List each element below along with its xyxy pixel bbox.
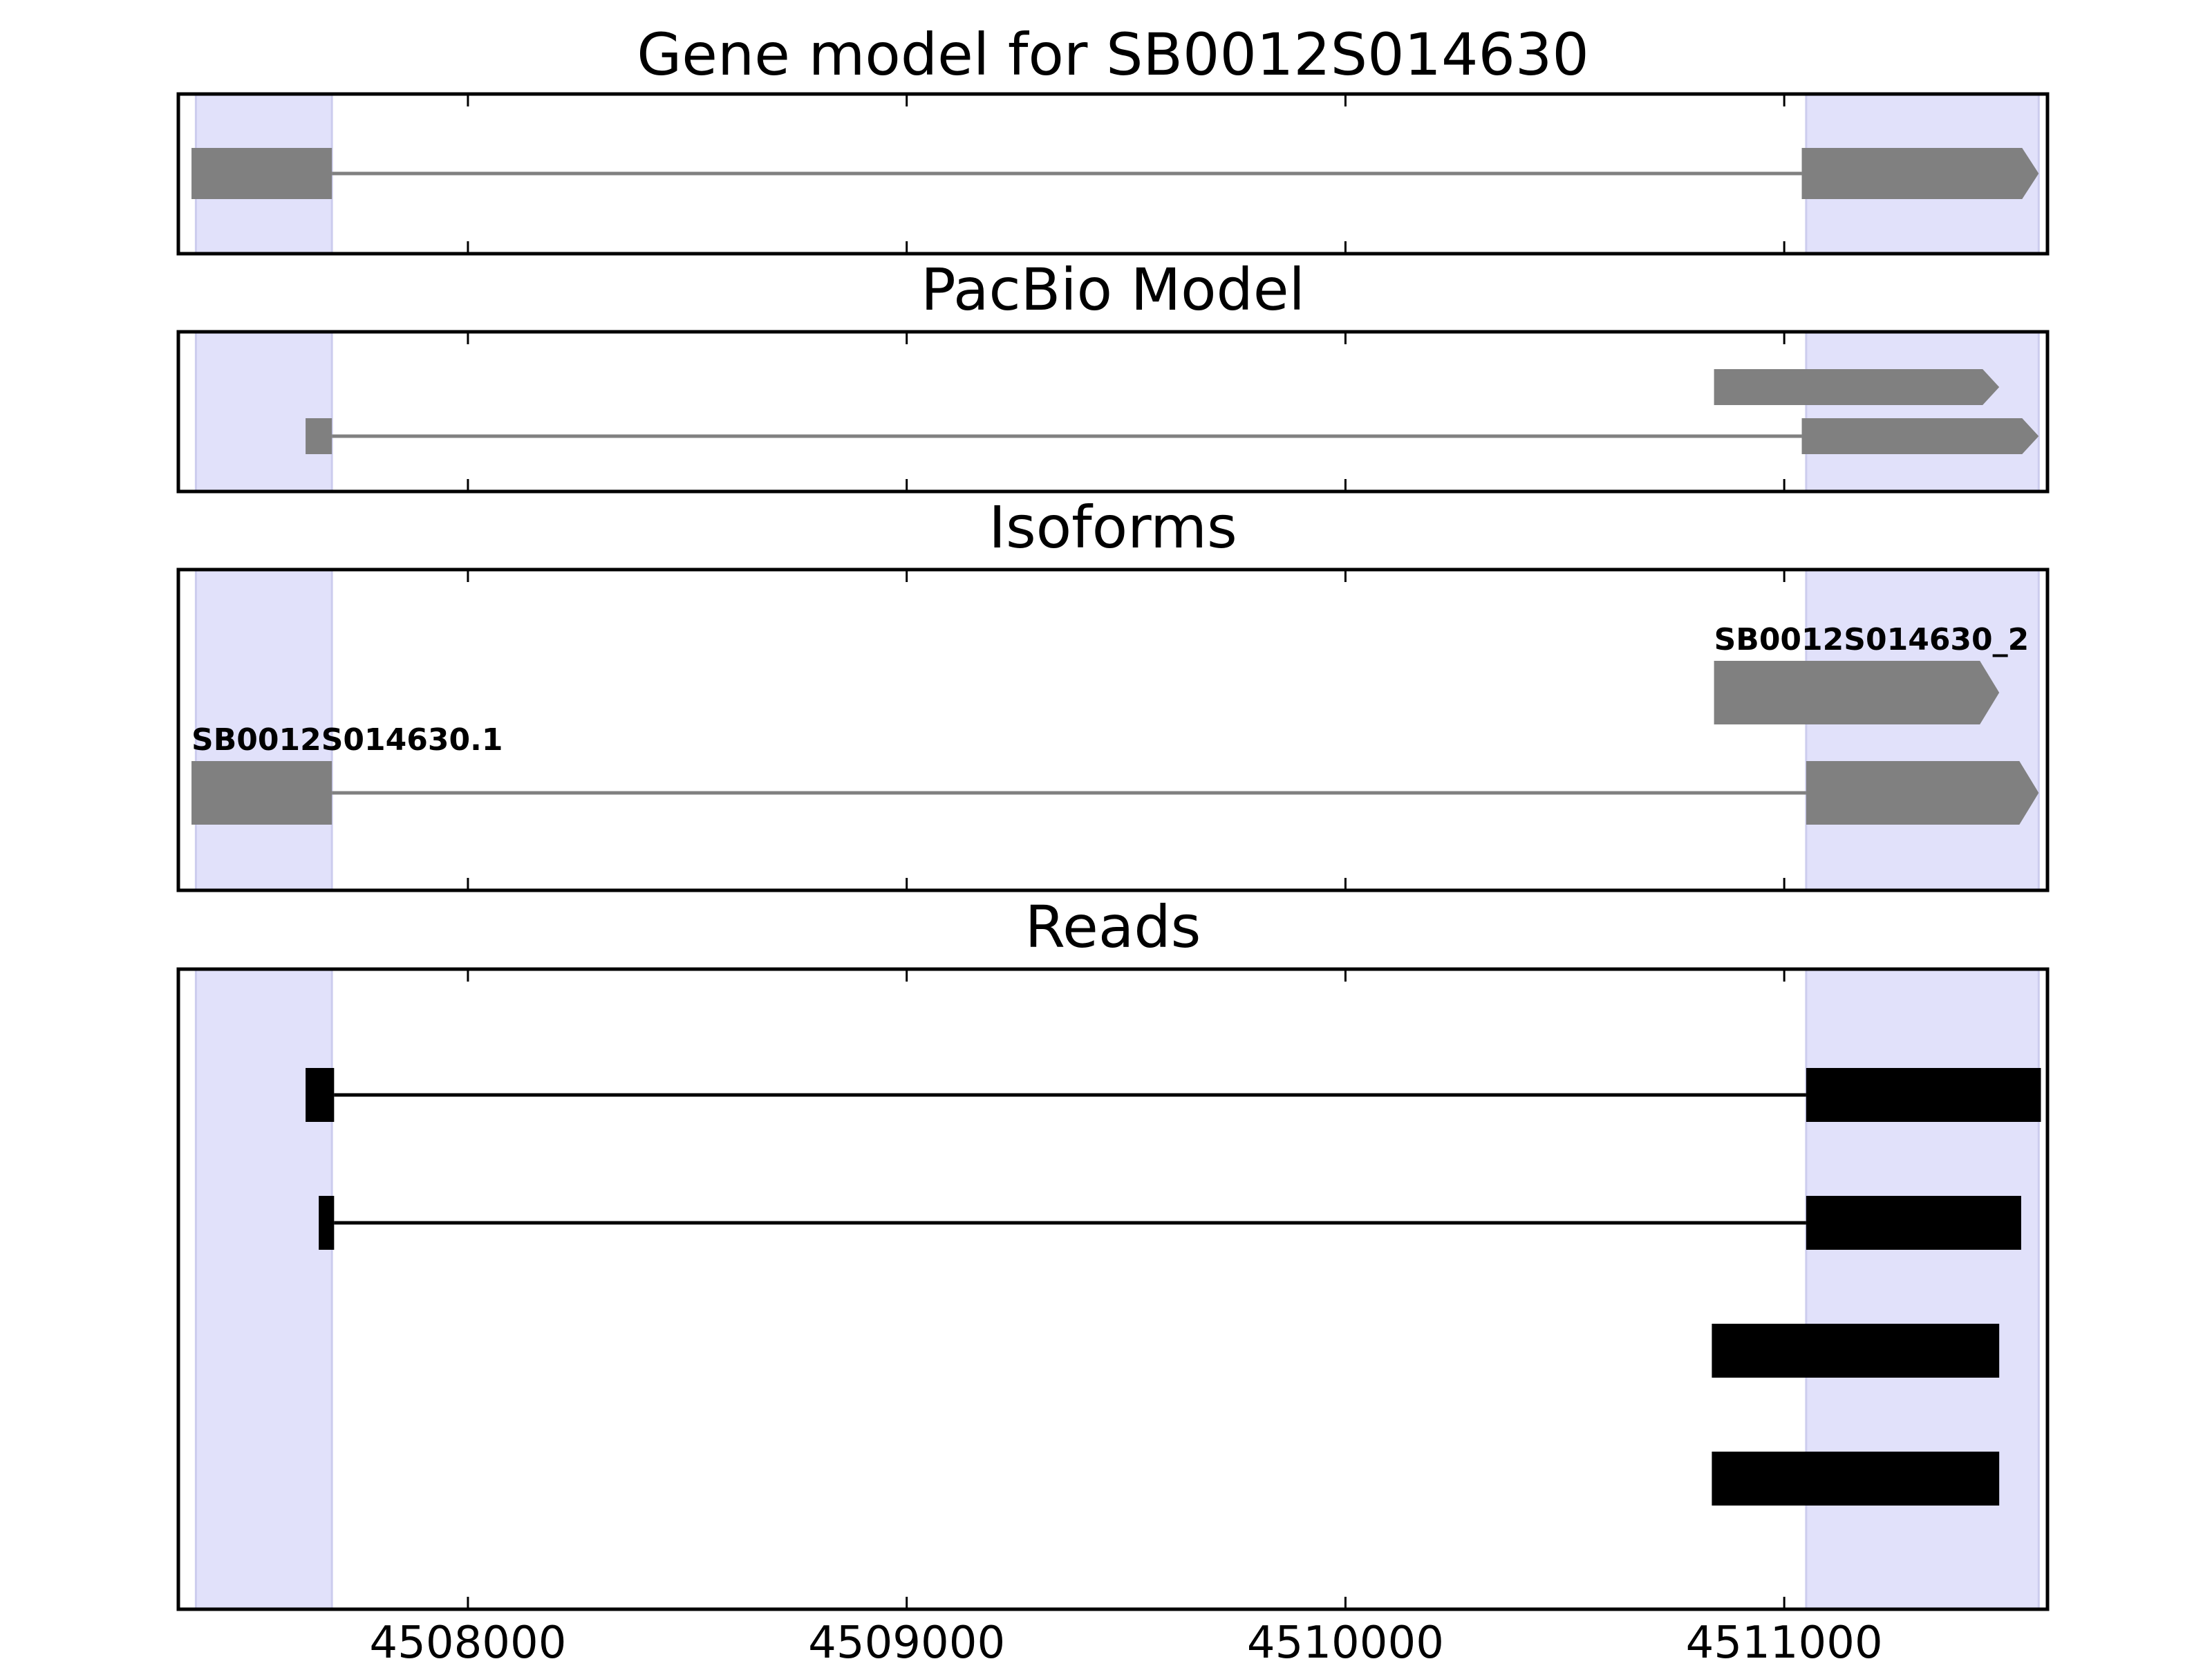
exon-block	[191, 761, 332, 825]
panel-title: PacBio Model	[921, 256, 1305, 324]
panel-title: Isoforms	[988, 494, 1237, 561]
panel-gene-model: Gene model for SB0012S014630	[176, 21, 2050, 256]
panel-title: Gene model for SB0012S014630	[637, 21, 1589, 88]
shaded-region-0	[194, 330, 333, 493]
exon-arrow	[1806, 761, 2039, 825]
exon-arrow	[1801, 418, 2039, 454]
isoform-label: SB0012S014630_2	[1714, 622, 2030, 657]
panel-frame	[176, 568, 2050, 892]
plot-area	[178, 332, 2047, 491]
exon-block	[191, 148, 332, 199]
feature-0: SB0012S014630.1	[191, 722, 2039, 825]
read-block	[1712, 1324, 2000, 1378]
read-block	[1712, 1452, 2000, 1506]
read-block	[1806, 1068, 2041, 1122]
exon-block	[306, 418, 332, 454]
x-tick-label: 4509000	[808, 1618, 1005, 1659]
read-2	[1712, 1324, 2000, 1378]
read-1	[319, 1196, 2021, 1250]
shaded-region-0	[194, 568, 333, 892]
read-block	[306, 1068, 335, 1122]
read-3	[1712, 1452, 2000, 1506]
read-block	[1806, 1196, 2021, 1250]
panel-isoforms: SB0012S014630.1 SB0012S014630_2 Isoforms	[176, 494, 2050, 892]
panel-reads: Reads	[176, 893, 2050, 1611]
plot-area	[178, 969, 2047, 1609]
shaded-region-1	[1805, 568, 2040, 892]
panel-frame	[176, 92, 2050, 256]
shaded-region-1	[1805, 330, 2040, 493]
shaded-region-0	[194, 968, 333, 1611]
isoform-label: SB0012S014630.1	[191, 722, 503, 758]
feature-0	[306, 418, 2039, 454]
feature-1	[1714, 369, 2000, 405]
x-tick-label: 4508000	[369, 1618, 566, 1659]
plot-area	[178, 570, 2047, 890]
read-block	[319, 1196, 335, 1250]
exon-arrow	[1801, 148, 2039, 199]
feature-0	[191, 148, 2039, 199]
x-tick-label: 4510000	[1247, 1618, 1444, 1659]
panel-frame	[176, 967, 2050, 1611]
shaded-region-1	[1805, 968, 2040, 1611]
exon-arrow	[1714, 369, 2000, 405]
panel-pacbio-model: PacBio Model	[176, 256, 2050, 494]
panel-frame	[176, 330, 2050, 494]
panel-title: Reads	[1025, 893, 1201, 961]
feature-1: SB0012S014630_2	[1714, 622, 2030, 724]
exon-arrow	[1714, 661, 2000, 724]
x-tick-label: 4511000	[1686, 1618, 1883, 1659]
read-0	[306, 1068, 2041, 1122]
